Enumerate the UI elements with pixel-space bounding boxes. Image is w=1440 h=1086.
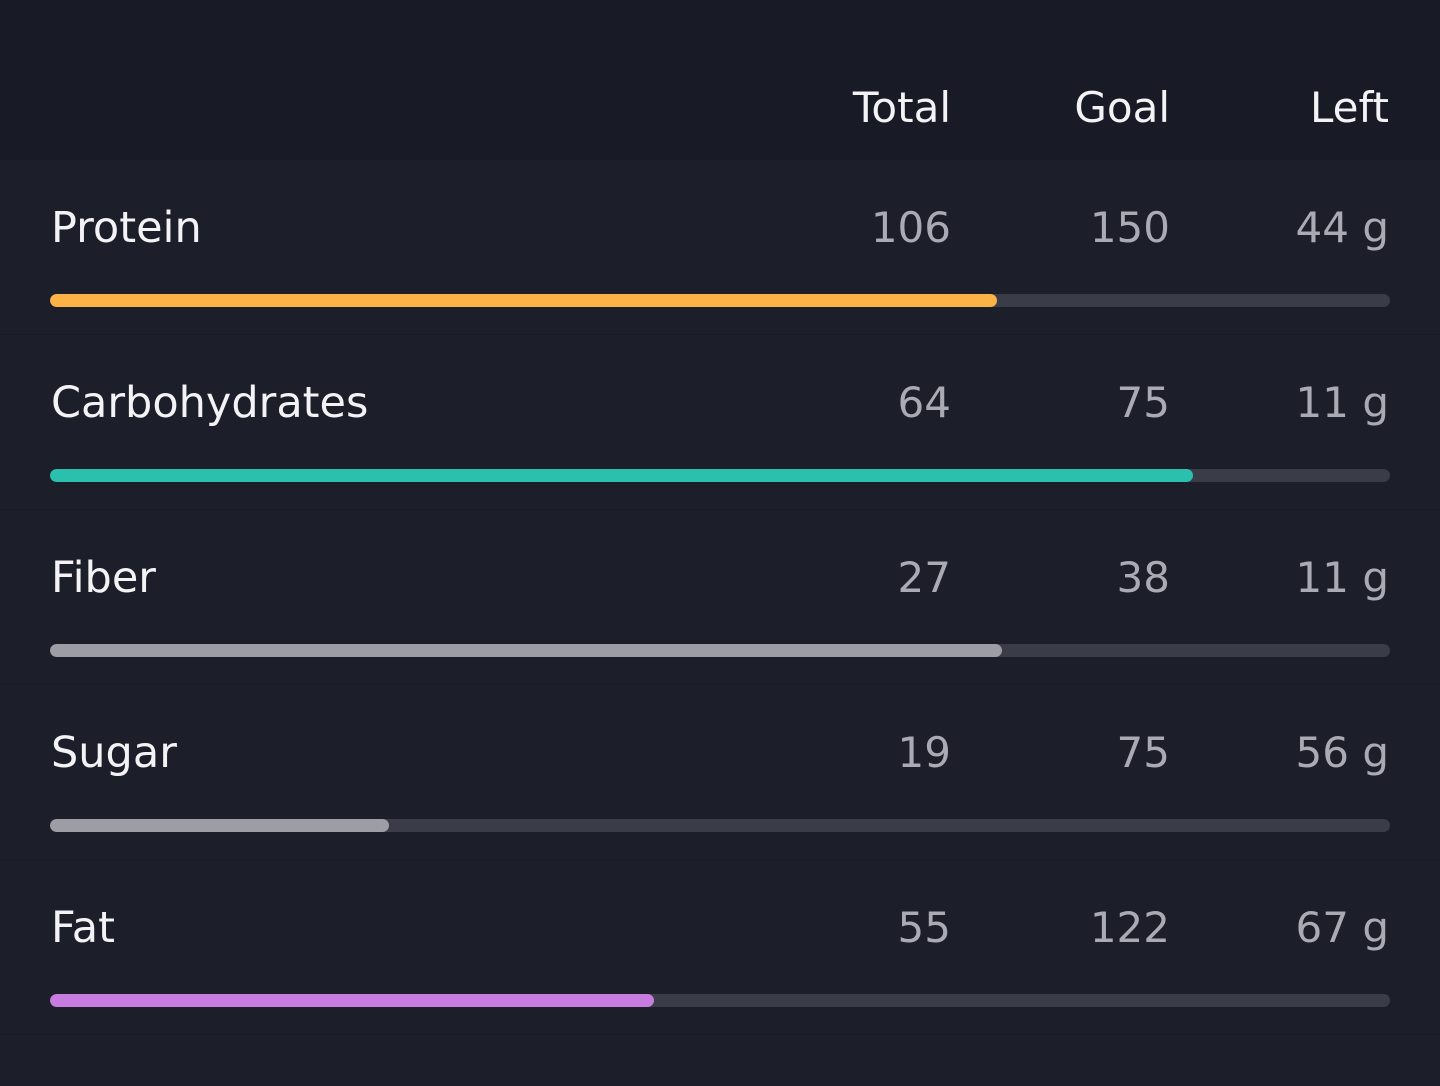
progress-track [50,819,1390,832]
nutrient-goal: 122 [1089,903,1170,952]
nutrient-total: 55 [897,903,951,952]
nutrient-row-sugar[interactable]: Sugar 19 75 56 g [0,685,1440,860]
nutrient-name: Carbohydrates [51,378,369,428]
nutrient-goal: 38 [1116,553,1170,602]
nutrient-left: 56 g [1295,728,1389,777]
progress-fill [50,819,390,832]
progress-fill [50,469,1194,482]
nutrient-row-protein[interactable]: Protein 106 150 44 g [0,160,1440,335]
nutrient-left: 11 g [1295,553,1389,602]
nutrient-name: Sugar [51,728,177,778]
progress-fill [50,294,997,307]
nutrient-name: Fat [51,903,115,953]
nutrient-left: 67 g [1295,903,1389,952]
nutrient-goal: 75 [1116,728,1170,777]
progress-track [50,469,1390,482]
nutrient-left: 11 g [1295,378,1389,427]
nutrient-total: 64 [897,378,951,427]
progress-track [50,294,1390,307]
nutrient-goal: 150 [1089,203,1170,252]
nutrient-row-carbohydrates[interactable]: Carbohydrates 64 75 11 g [0,335,1440,510]
progress-fill [50,994,655,1007]
total-column-header: Total [852,83,951,132]
nutrient-goal: 75 [1116,378,1170,427]
nutrient-total: 27 [897,553,951,602]
progress-track [50,644,1390,657]
progress-track [50,994,1390,1007]
nutrient-name: Protein [51,203,202,253]
goal-column-header: Goal [1074,83,1170,132]
nutrient-row-fiber[interactable]: Fiber 27 38 11 g [0,510,1440,685]
nutrient-list: Protein 106 150 44 g Carbohydrates 64 75… [0,160,1440,1035]
nutrient-total: 106 [870,203,951,252]
left-column-header: Left [1309,83,1389,132]
nutrient-name: Fiber [51,553,156,603]
nutrient-total: 19 [897,728,951,777]
progress-fill [50,644,1003,657]
nutrient-row-fat[interactable]: Fat 55 122 67 g [0,860,1440,1035]
next-row-partial [0,1035,1440,1086]
nutrient-left: 44 g [1295,203,1389,252]
column-header-bar: Total Goal Left [0,0,1440,160]
